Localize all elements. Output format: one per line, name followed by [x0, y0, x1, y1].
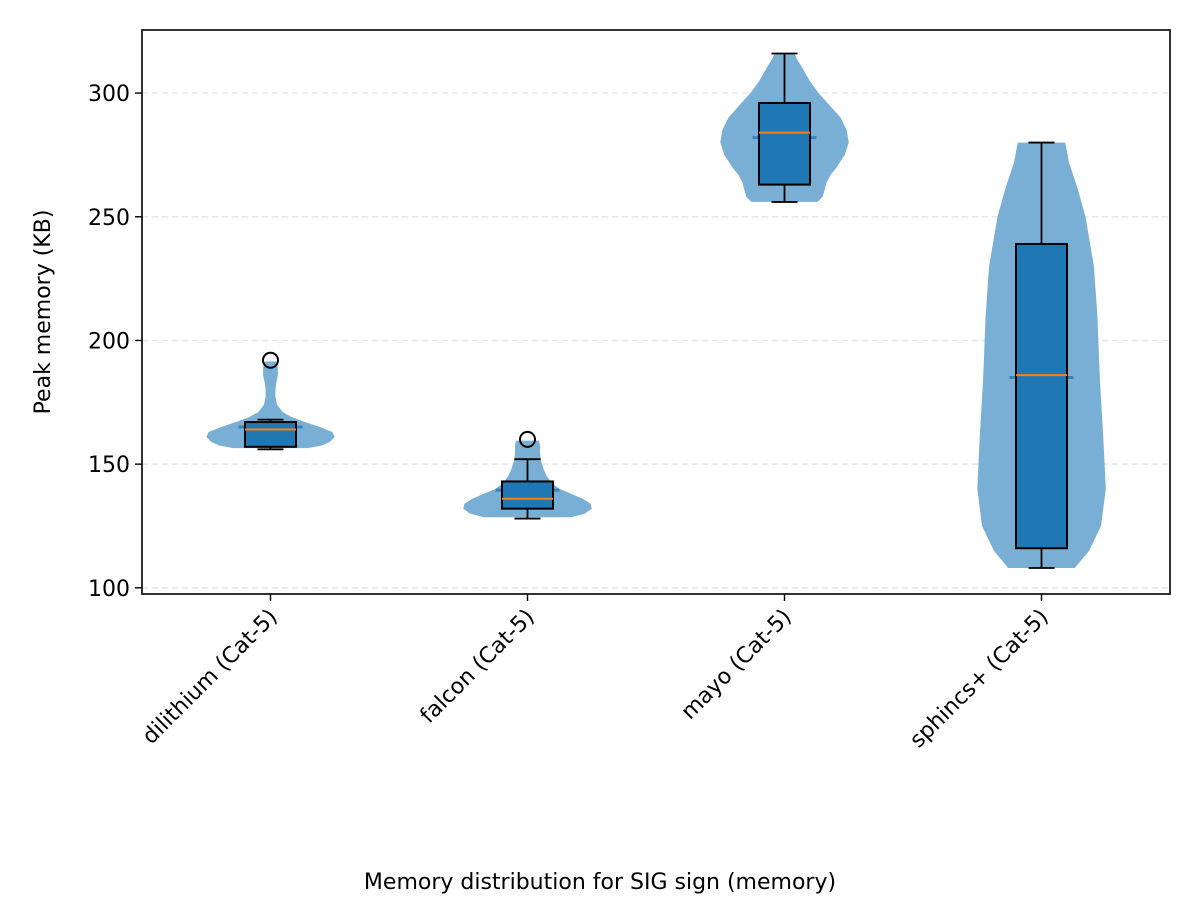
- box-3: [1015, 242, 1068, 550]
- box-0: [244, 421, 297, 448]
- boxplots: [244, 52, 1068, 569]
- x-tick-label-3: sphincs+ (Cat-5): [905, 605, 1053, 753]
- y-tick-label-200: 200: [88, 329, 130, 354]
- y-tick-label-250: 250: [88, 206, 130, 231]
- outlier-1-0: [519, 430, 536, 448]
- y-tick-label-100: 100: [88, 577, 130, 602]
- chart-caption: Memory distribution for SIG sign (memory…: [364, 870, 836, 895]
- violin-0: [206, 361, 335, 449]
- y-tick-label-150: 150: [88, 453, 130, 478]
- y-axis: 100 150 200 250 300: [88, 82, 142, 602]
- grid-lines: [142, 92, 1170, 589]
- x-tick-label-1: falcon (Cat-5): [416, 605, 540, 729]
- box-1: [501, 480, 554, 510]
- x-tick-label-2: mayo (Cat-5): [677, 605, 797, 725]
- y-axis-label: Peak memory (KB): [31, 210, 56, 415]
- x-axis: dilithium (Cat-5) falcon (Cat-5) mayo (Cat…: [138, 594, 1054, 753]
- box-2: [758, 101, 811, 186]
- y-tick-label-300: 300: [88, 82, 130, 107]
- violins: [206, 53, 1106, 568]
- outlier-0-0: [262, 351, 279, 369]
- plot-frame: [141, 29, 1171, 595]
- x-tick-label-0: dilithium (Cat-5): [138, 605, 283, 750]
